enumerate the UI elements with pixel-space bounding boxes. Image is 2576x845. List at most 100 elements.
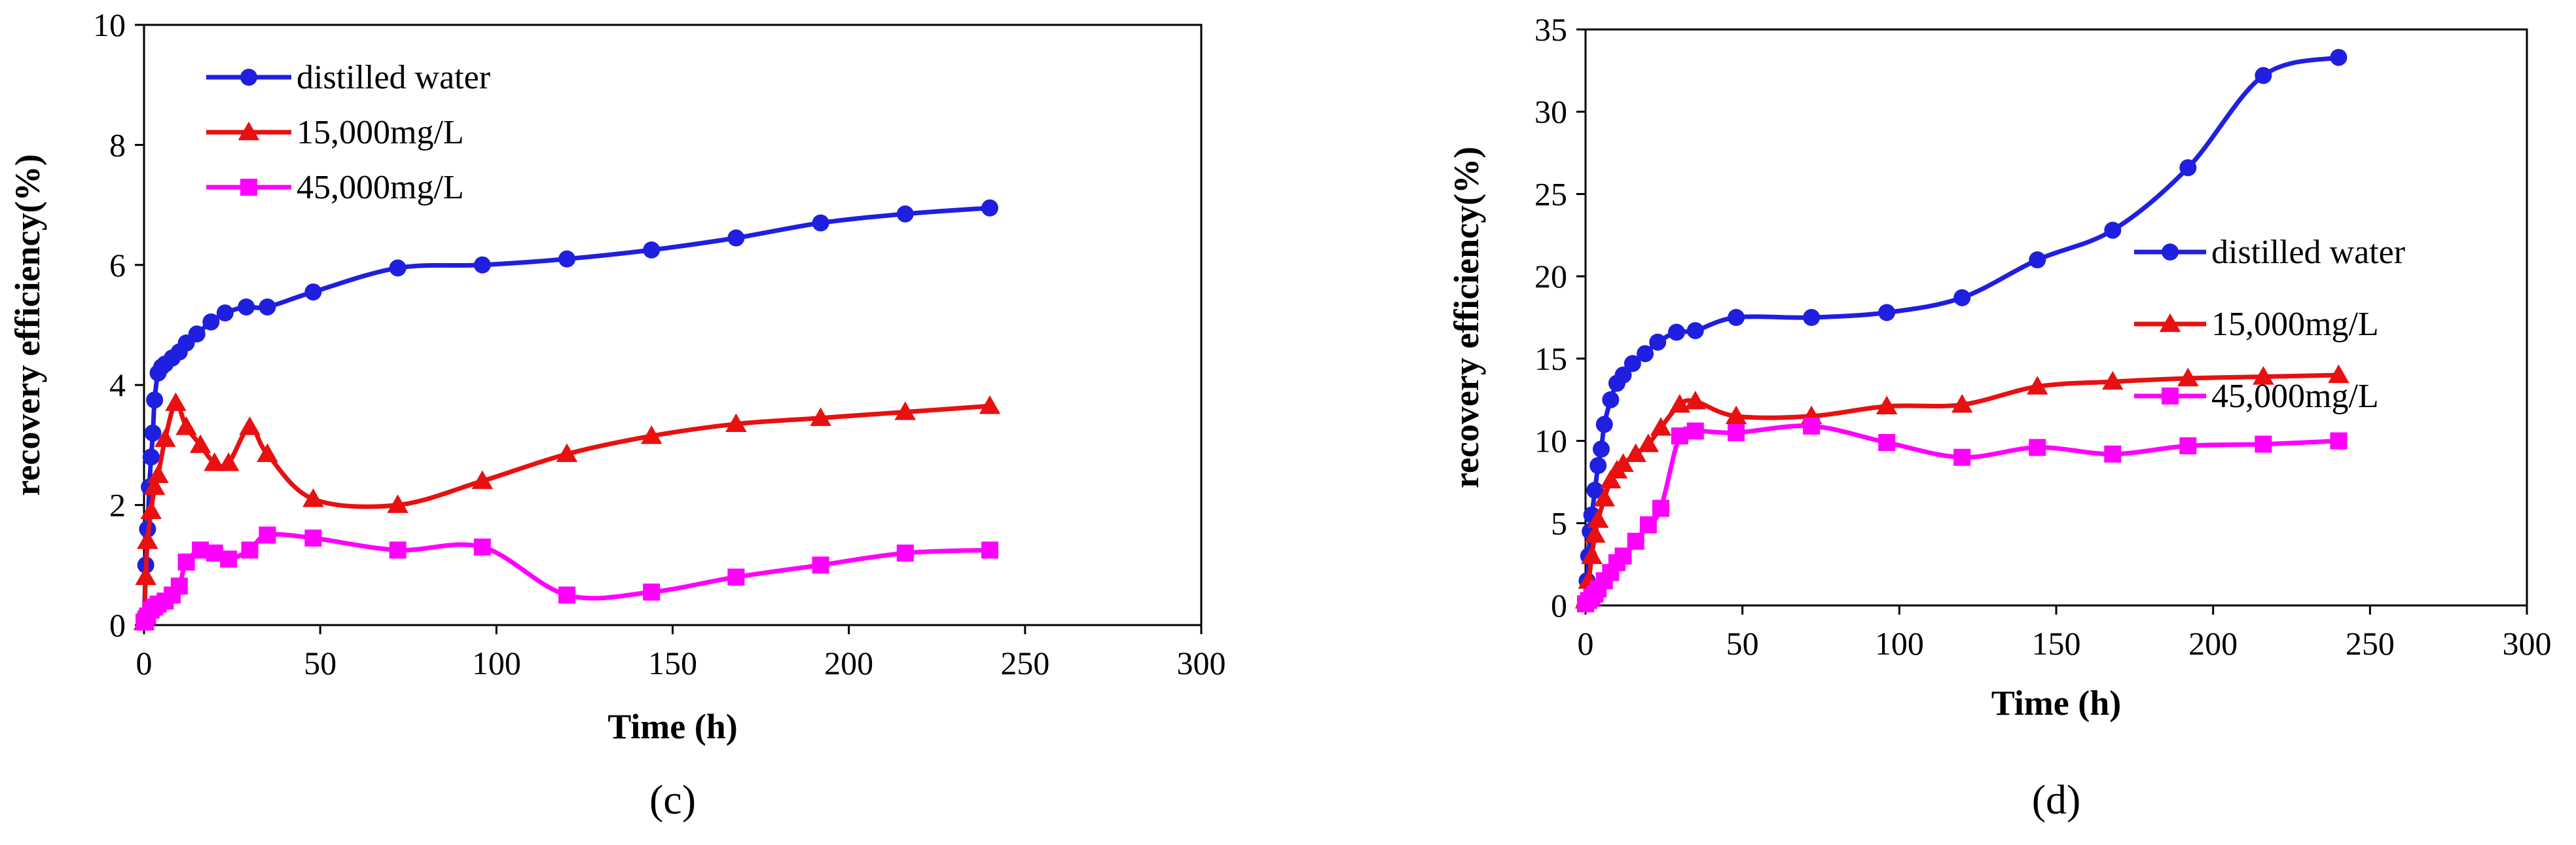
data-point [2104,445,2122,463]
data-point [727,568,745,586]
data-point [302,488,324,507]
data-point [1951,394,1973,413]
y-axis-title: recovery efficiency(%) [1447,147,1486,488]
data-point [979,395,1001,414]
y-tick-label: 0 [109,607,126,643]
data-point [1581,545,1603,564]
data-point [2177,367,2199,387]
data-point [1593,488,1616,507]
legend-label: 15,000mg/L [297,114,464,151]
x-tick-label: 50 [1726,625,1759,662]
y-tick-label: 30 [1534,94,1567,130]
x-tick-label: 0 [1578,625,1594,662]
data-point [725,413,747,432]
data-point [135,566,156,585]
series-45-000mg-l [136,526,998,631]
data-point [2253,366,2274,385]
data-point [812,556,829,574]
data-point [147,464,169,483]
y-tick-label: 15 [1534,340,1567,377]
data-point [1587,509,1609,528]
x-tick-label: 300 [2503,625,2552,662]
data-point [259,298,276,315]
data-point [241,541,259,559]
data-point [1614,547,1632,565]
x-axis-title: Time (h) [1991,683,2122,723]
panel-label: (d) [2032,776,2081,823]
data-point [146,391,164,409]
x-axis-title: Time (h) [608,707,738,746]
data-point [643,241,661,259]
data-point [2330,432,2348,450]
data-point [1637,433,1660,452]
data-point [1878,434,1896,452]
data-point [810,407,831,426]
data-point [188,325,206,343]
legend-entry: 45,000mg/L [2134,378,2379,415]
data-point [2328,364,2349,384]
data-point [217,452,240,471]
data-point [1589,457,1607,475]
data-point [2255,435,2272,453]
data-point [170,577,188,595]
data-point [1668,323,1686,341]
data-point [2330,48,2348,66]
data-point [1728,309,1745,326]
y-axis-title: recovery efficiency(%) [8,154,47,495]
data-point [204,452,225,471]
data-point [238,298,255,315]
data-point [2255,67,2272,84]
data-point [558,586,575,604]
data-point [1878,304,1896,321]
data-point [1649,333,1667,351]
data-point [2026,376,2048,395]
data-point [981,541,998,559]
legend-entry: distilled water [2134,234,2405,271]
data-point [1953,448,1971,466]
data-point [140,500,162,519]
y-tick-label: 10 [1534,423,1567,459]
data-point [259,526,276,544]
data-point [556,443,578,462]
legend-swatch-marker [2162,243,2179,261]
legend-entry: 15,000mg/L [2134,306,2379,343]
legend-label: 45,000mg/L [297,169,464,206]
data-point [1803,309,1821,326]
series-15-000mg-l [133,392,1001,630]
x-tick-label: 100 [472,645,521,681]
legend-swatch-marker [2162,387,2179,405]
data-point [2029,251,2046,268]
x-tick-label: 100 [1875,625,1924,662]
data-point [1614,367,1632,384]
series-15-000mg-l [1574,364,2349,609]
data-point [471,470,494,490]
y-tick-label: 0 [1551,587,1567,624]
y-tick-label: 2 [109,487,126,524]
y-tick-label: 8 [109,126,126,163]
legend-swatch-marker [238,121,260,141]
data-point [144,424,162,442]
data-point [1602,391,1620,408]
legend-label: 45,000mg/L [2211,378,2379,415]
data-point [558,250,575,268]
data-point [1639,516,1657,533]
data-point [473,538,491,556]
data-point [1652,499,1670,517]
legend-entry: distilled water [206,59,490,96]
x-tick-label: 150 [2032,625,2081,662]
data-point [239,416,261,435]
series-45-000mg-l [1577,417,2348,613]
data-point [2179,437,2197,455]
x-tick-label: 300 [1177,645,1226,681]
data-point [154,428,176,447]
data-point [1671,427,1688,445]
data-point [1624,355,1641,372]
panel-d: 0 5 10 15 20 25 30 35 0 50 100 150 200 250 300 Time (h)… [1447,11,2552,823]
data-point [1600,469,1622,489]
series-distilled-water [136,199,998,631]
x-tick-label: 50 [304,645,336,681]
data-point [1669,394,1691,413]
data-point [640,425,662,444]
data-point [1725,405,1747,425]
